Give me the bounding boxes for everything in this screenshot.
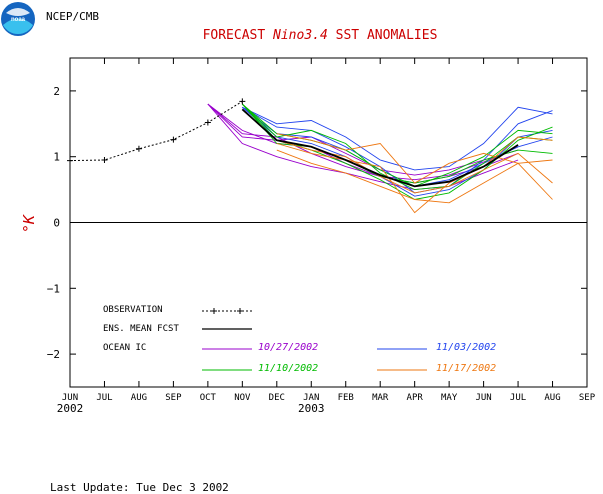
member-line-ic_1117 [276, 149, 553, 204]
observation-line [69, 100, 243, 162]
x-tick-label: JUN [62, 393, 78, 403]
x-tick-label: JUL [96, 393, 112, 403]
x-axis: JUN JUL AUG SEP OCT NOV DEC JAN FEB MAR APR MAY JUN J… [57, 58, 596, 415]
x-tick-label: APR [407, 393, 424, 403]
ensemble-mean-line [241, 108, 519, 188]
org-label: NCEP/CMB [46, 10, 99, 23]
x-tick-label: JUL [510, 393, 526, 403]
last-update: Last Update: Tue Dec 3 2002 [50, 481, 229, 494]
x-tick-label: OCT [200, 393, 217, 403]
chart-title: FORECAST Nino3.4 SST ANOMALIES [203, 28, 438, 43]
observation-layer [67, 98, 246, 164]
legend-observation-line [202, 308, 252, 314]
y-tick-label: −1 [47, 282, 60, 295]
x-tick-label: JUN [475, 393, 491, 403]
title-prefix: FORECAST [203, 28, 273, 43]
x-tick-label: FEB [338, 393, 354, 403]
legend-ic-label: 11/03/2002 [436, 342, 496, 353]
x-tick-label: MAR [372, 393, 389, 403]
x-tick-label: DEC [269, 393, 285, 403]
y-tick-label: 1 [53, 151, 60, 164]
title-suffix: SST ANOMALIES [328, 28, 438, 43]
x-tick-label: AUG [131, 393, 147, 403]
ensemble-members [207, 103, 553, 214]
noaa-logo: noaa [1, 2, 35, 36]
y-axis-label: °K [20, 214, 38, 233]
title-italic: Nino3.4 [272, 28, 328, 43]
legend-ocean-ic-label: OCEAN IC [103, 343, 146, 353]
member-line-ic_1103 [242, 106, 553, 171]
observation-point [204, 119, 211, 126]
member-line-ic_1117 [276, 139, 553, 194]
y-tick-label: −2 [47, 348, 60, 361]
legend-ic-label: 10/27/2002 [258, 342, 318, 353]
x-tick-label: NOV [234, 393, 251, 403]
year-label: 2002 [57, 402, 84, 415]
x-tick-label: MAY [441, 393, 458, 403]
legend-ic-label: 11/10/2002 [258, 363, 318, 374]
member-line-ic_1103 [242, 106, 553, 197]
legend-observation-marker [211, 308, 217, 314]
x-tick-label: SEP [165, 393, 182, 403]
member-line-ic_1117 [276, 136, 553, 214]
member-line-ic_1110 [242, 103, 553, 187]
x-tick-label: SEP [579, 393, 596, 403]
year-label: 2003 [298, 402, 325, 415]
legend-ic-label: 11/17/2002 [436, 363, 496, 374]
ensemble-mean-layer [241, 108, 519, 188]
legend-observation-label: OBSERVATION [103, 305, 163, 315]
legend-ocean-ic-items: 10/27/2002 11/03/2002 11/10/2002 11/17/2002 [202, 342, 496, 374]
svg-text:noaa: noaa [11, 17, 26, 23]
legend-observation-marker [237, 308, 243, 314]
observation-point [101, 156, 108, 163]
x-tick-label: AUG [544, 393, 560, 403]
legend: OBSERVATION ENS. MEAN FCST OCEAN IC 10/2… [103, 305, 496, 374]
observation-point [170, 136, 177, 143]
observation-point [135, 145, 142, 152]
member-line-ic_1117 [276, 133, 553, 200]
legend-ensemble-label: ENS. MEAN FCST [103, 324, 179, 334]
y-tick-label: 0 [53, 217, 60, 230]
observation-point [67, 157, 73, 164]
observation-point [239, 98, 246, 105]
y-axis: −2 −1 0 1 2 [47, 85, 587, 361]
y-tick-label: 2 [53, 85, 60, 98]
x-tick-label: JAN [303, 393, 319, 403]
